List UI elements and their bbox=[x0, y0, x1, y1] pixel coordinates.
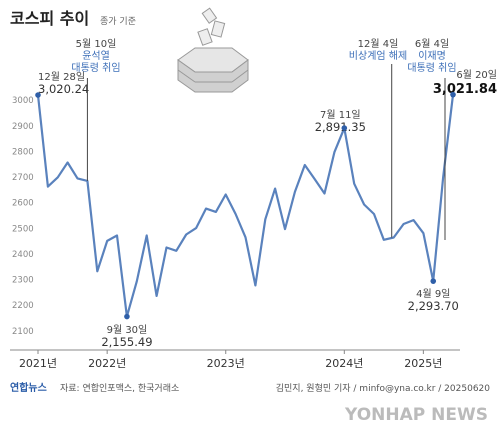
y-tick-label: 2200 bbox=[12, 301, 34, 311]
point bbox=[35, 92, 41, 98]
annotation-date: 4월 9일 bbox=[416, 288, 450, 300]
chart-title: 코스피 추이 bbox=[10, 9, 89, 28]
annotation-note: 비상계엄 해제 bbox=[349, 49, 407, 62]
credit: 김민지, 원형민 기자 / minfo@yna.co.kr / 20250620 bbox=[276, 382, 491, 394]
y-tick-label: 2900 bbox=[12, 122, 34, 132]
point bbox=[450, 91, 456, 98]
point bbox=[341, 125, 348, 131]
value-label: 2,891.35 bbox=[315, 120, 366, 134]
source: 자료: 연합인포맥스, 한국거래소 bbox=[60, 383, 179, 394]
x-tick-label: 2025년 bbox=[404, 357, 442, 370]
annotation-note: 대통령 취임 bbox=[71, 61, 120, 74]
y-tick-label: 2600 bbox=[12, 199, 34, 209]
annotation-note: 윤석열 bbox=[82, 50, 110, 62]
line bbox=[36, 94, 455, 318]
annotation-date: 6월 4일 bbox=[415, 38, 449, 50]
y-tick-label: 2100 bbox=[12, 327, 34, 337]
value-label: 3,020.24 bbox=[38, 82, 89, 96]
icon bbox=[177, 7, 249, 93]
x-tick-label: 2024년 bbox=[325, 357, 363, 370]
point bbox=[430, 278, 437, 284]
value-label: 2,155.49 bbox=[101, 335, 152, 349]
y-tick-label: 2500 bbox=[12, 224, 34, 234]
annotation-note: 대통령 취임 bbox=[407, 61, 456, 74]
y-tick-label: 2400 bbox=[12, 250, 34, 260]
logo: 연합뉴스 bbox=[10, 381, 47, 394]
annotation-date: 7월 11일 bbox=[320, 109, 361, 121]
x-tick-label: 2022년 bbox=[88, 357, 126, 370]
annotation-date: 9월 30일 bbox=[107, 324, 148, 336]
y-tick-label: 3000 bbox=[12, 96, 34, 106]
y-tick-label: 2800 bbox=[12, 147, 34, 157]
x-tick-label: 2021년 bbox=[19, 357, 57, 370]
point bbox=[124, 313, 130, 320]
x-tick-label: 2023년 bbox=[207, 357, 245, 370]
value-label: 3,021.84 bbox=[433, 82, 497, 97]
annotation-date: 6월 20일 bbox=[456, 69, 497, 81]
value-label: 2,293.70 bbox=[408, 299, 459, 313]
annotation-note: 이재명 bbox=[418, 50, 446, 62]
y-tick-label: 2700 bbox=[12, 173, 34, 183]
watermark: YONHAP NEWS bbox=[344, 405, 488, 425]
annotation-date: 12월 4일 bbox=[358, 38, 399, 50]
annotation-date: 12월 28일 bbox=[38, 71, 85, 83]
y-tick-label: 2300 bbox=[12, 276, 34, 286]
chart-subtitle: 종가 기준 bbox=[100, 16, 136, 27]
annotation-date: 5월 10일 bbox=[76, 38, 117, 50]
